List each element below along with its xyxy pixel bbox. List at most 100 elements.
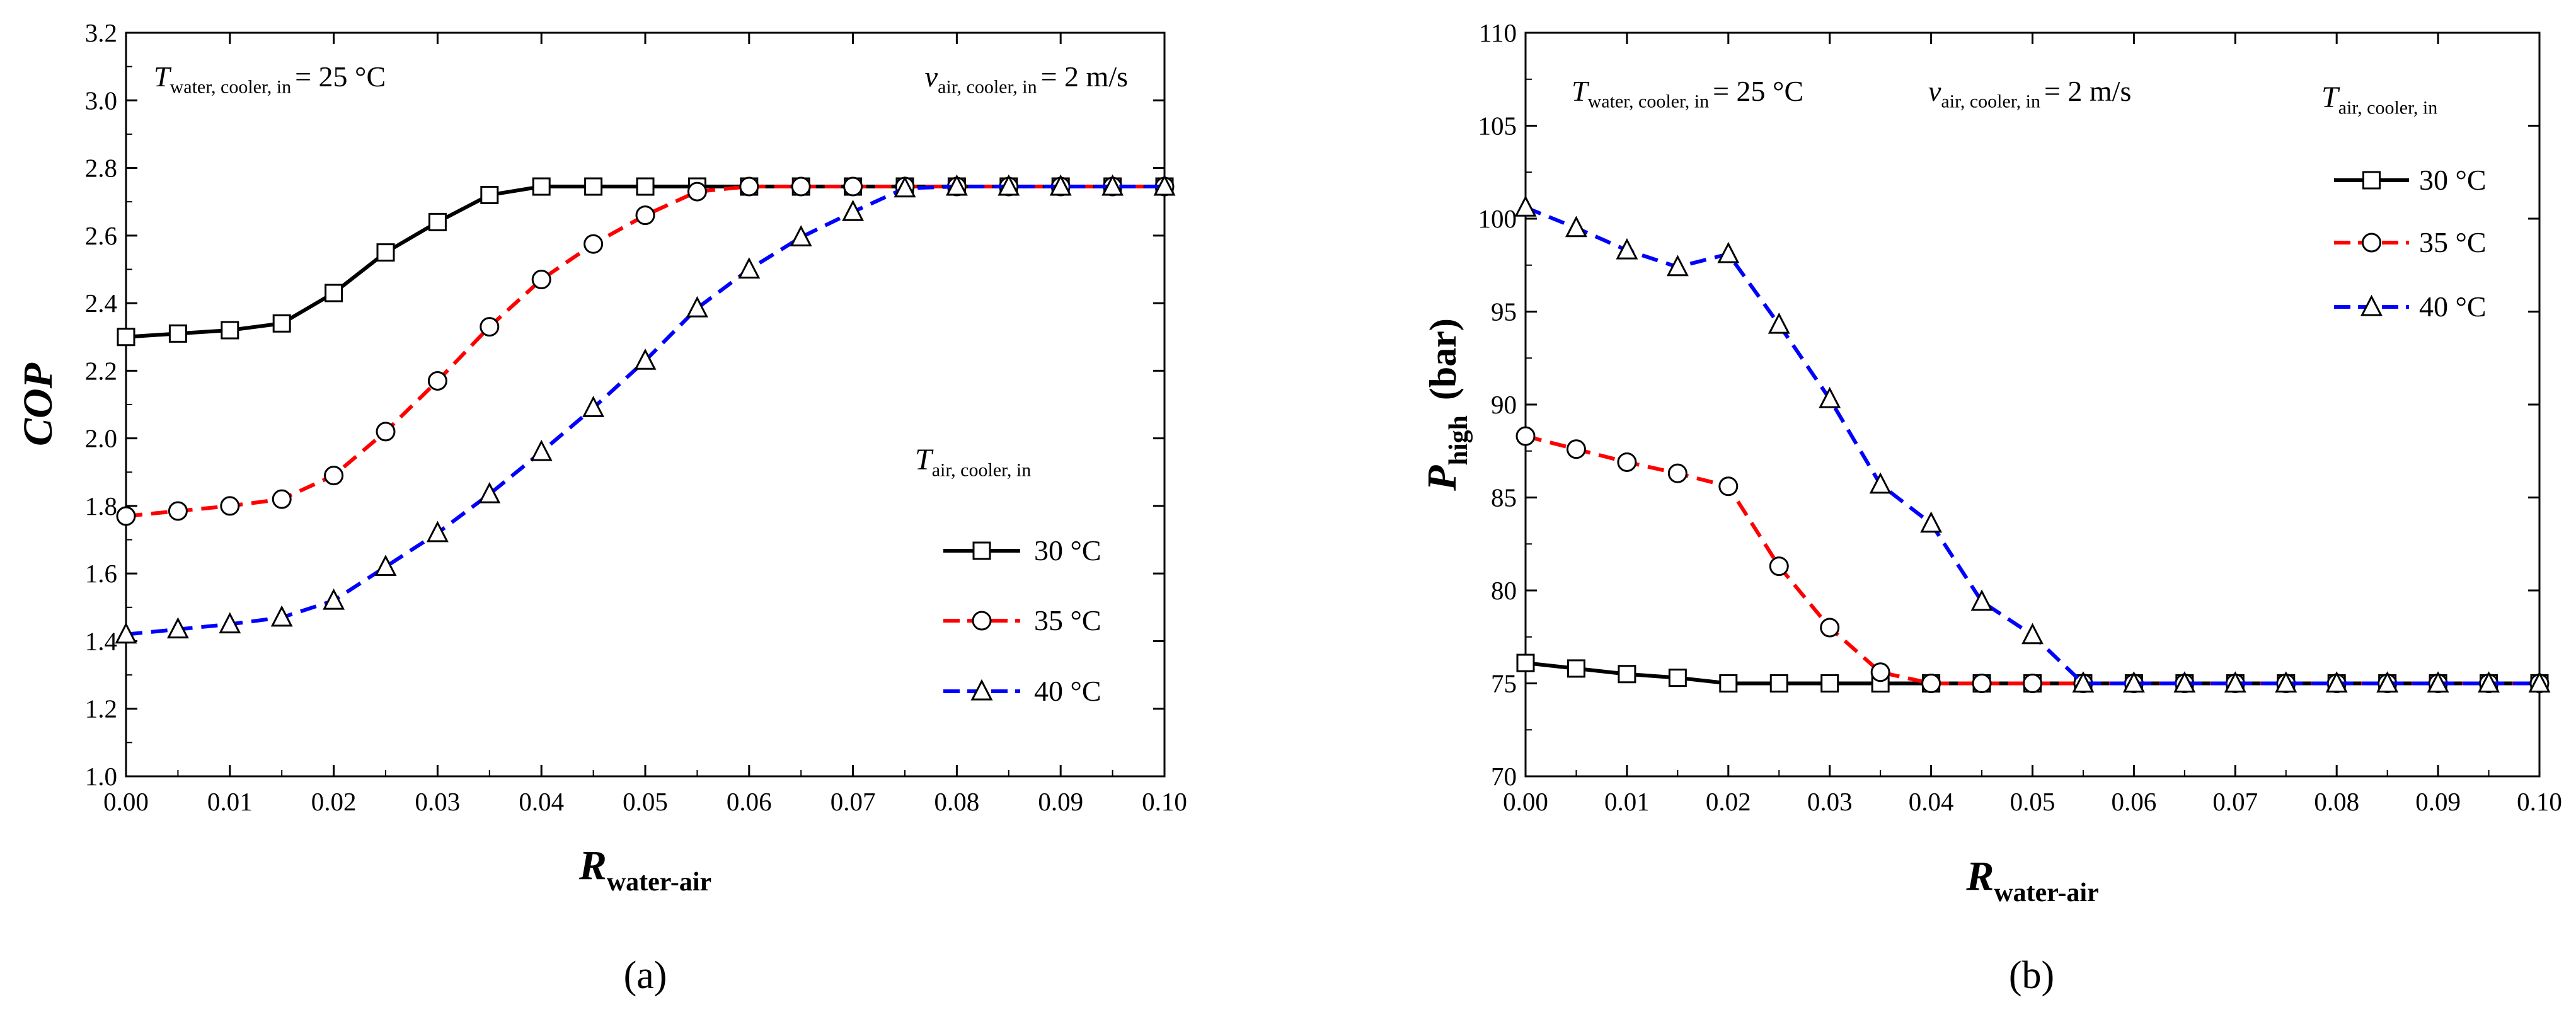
data-point xyxy=(1516,653,1535,672)
data-point xyxy=(687,181,707,202)
data-point xyxy=(791,176,811,197)
condition-annotation: Twater, cooler, in = 25 °C xyxy=(1572,75,1803,112)
data-point xyxy=(1514,195,1537,217)
data-point xyxy=(2478,671,2500,693)
data-point xyxy=(325,284,343,302)
data-point xyxy=(220,496,240,516)
y-tick-label: 105 xyxy=(1478,112,1517,141)
data-point xyxy=(843,176,863,197)
x-tick-label: 0.06 xyxy=(727,787,772,816)
x-tick-label: 0.09 xyxy=(1038,787,1083,816)
data-point xyxy=(323,588,345,610)
condition-annotation-rest: = 25 °C xyxy=(295,60,386,93)
condition-annotation-sub: water, cooler, in xyxy=(1588,91,1710,112)
legend-entry: 30 °C xyxy=(1034,534,1101,566)
x-axis-label: Rwater-air xyxy=(578,842,711,897)
condition-annotation-sub: air, cooler, in xyxy=(1941,91,2040,112)
y-axis-label: COP xyxy=(15,362,61,446)
data-point xyxy=(272,489,292,509)
legend-marker xyxy=(970,679,993,701)
data-point xyxy=(1567,659,1585,678)
x-axis-label-sub: water-air xyxy=(607,868,711,897)
data-point xyxy=(1718,476,1739,497)
data-point xyxy=(1768,312,1790,334)
condition-annotation-rest: = 2 m/s xyxy=(1041,60,1128,93)
y-tick-label: 2.0 xyxy=(85,424,117,453)
plot-frame xyxy=(1524,32,2541,778)
plot-frame xyxy=(125,32,1166,778)
y-tick-label: 1.2 xyxy=(85,694,117,723)
data-point xyxy=(428,212,447,231)
x-tick-label: 0.04 xyxy=(1909,787,1954,816)
data-point xyxy=(1870,662,1890,682)
y-tick-label: 1.8 xyxy=(85,492,117,520)
y-axis-label: Phigh (bar) xyxy=(1419,318,1473,492)
legend-title-main: T xyxy=(2321,81,2340,114)
data-point xyxy=(2528,671,2551,693)
y-axis: 1.0 1.2 1.4 1.6 1.8 2.0 2.2 2.4 2.6 2.8 3.0 3.2 xyxy=(85,18,1164,791)
data-point xyxy=(1717,241,1740,263)
condition-annotation: vair, cooler, in = 2 m/s xyxy=(925,60,1128,98)
y-tick-label: 75 xyxy=(1491,669,1517,698)
condition-annotation: Twater, cooler, in = 25 °C xyxy=(154,60,386,98)
data-point xyxy=(376,422,396,442)
data-point xyxy=(1869,472,1892,494)
y-tick-label: 70 xyxy=(1491,762,1517,791)
x-axis-label-sub: water-air xyxy=(1994,878,2098,907)
y-axis: 70 75 80 85 90 95 100 105 110 xyxy=(1478,18,2539,791)
data-point xyxy=(1820,618,1840,638)
data-point xyxy=(376,243,395,262)
series-line xyxy=(125,185,1164,636)
data-point xyxy=(1920,511,1943,533)
data-point xyxy=(1049,174,1072,196)
x-axis-label-main: R xyxy=(1965,853,1994,899)
x-tick-label: 0.03 xyxy=(1807,787,1853,816)
x-tick-label: 0.10 xyxy=(1142,787,1187,816)
data-point xyxy=(1616,238,1638,260)
data-point xyxy=(532,177,551,196)
data-point xyxy=(842,200,865,221)
data-point xyxy=(1153,174,1176,196)
data-point xyxy=(2224,671,2246,693)
data-point xyxy=(374,555,397,576)
data-point xyxy=(2275,671,2297,693)
y-tick-label: 85 xyxy=(1491,483,1517,512)
x-tick-label: 0.03 xyxy=(415,787,461,816)
data-point xyxy=(790,225,812,246)
data-point xyxy=(1566,439,1586,459)
y-tick-label: 2.6 xyxy=(85,221,117,250)
y-tick-label: 90 xyxy=(1491,390,1517,419)
data-point xyxy=(1617,452,1637,472)
data-point xyxy=(117,328,135,347)
y-tick-label: 1.4 xyxy=(85,626,117,655)
data-point xyxy=(168,501,188,521)
data-point xyxy=(894,176,916,198)
series-line xyxy=(1524,205,2539,686)
x-tick-label: 0.07 xyxy=(831,787,876,816)
data-point xyxy=(2173,671,2196,693)
y-tick-label: 95 xyxy=(1491,297,1517,326)
data-point xyxy=(686,296,708,318)
legend-entry: 40 °C xyxy=(2419,290,2487,323)
data-point xyxy=(1769,556,1789,577)
legend-entry: 35 °C xyxy=(2419,226,2487,258)
x-tick-label: 0.04 xyxy=(519,787,564,816)
y-tick-label: 80 xyxy=(1491,576,1517,605)
y-axis-label-sub: high xyxy=(1444,415,1473,465)
data-point xyxy=(1666,255,1689,277)
legend-title-main: T xyxy=(915,443,934,476)
legend-marker xyxy=(2362,233,2381,253)
data-point xyxy=(324,466,344,486)
data-point xyxy=(2021,623,2044,645)
y-tick-label: 1.6 xyxy=(85,559,117,588)
data-point xyxy=(2376,671,2399,693)
legend-title: Tair, cooler, in xyxy=(2321,81,2437,118)
y-tick-label: 2.2 xyxy=(85,356,117,385)
data-point xyxy=(272,314,291,333)
data-point xyxy=(480,317,500,337)
series-circle xyxy=(116,176,1175,526)
data-point xyxy=(2072,671,2095,693)
x-tick-label: 0.05 xyxy=(623,787,668,816)
legend-marker xyxy=(2360,294,2383,316)
data-point xyxy=(584,234,604,254)
